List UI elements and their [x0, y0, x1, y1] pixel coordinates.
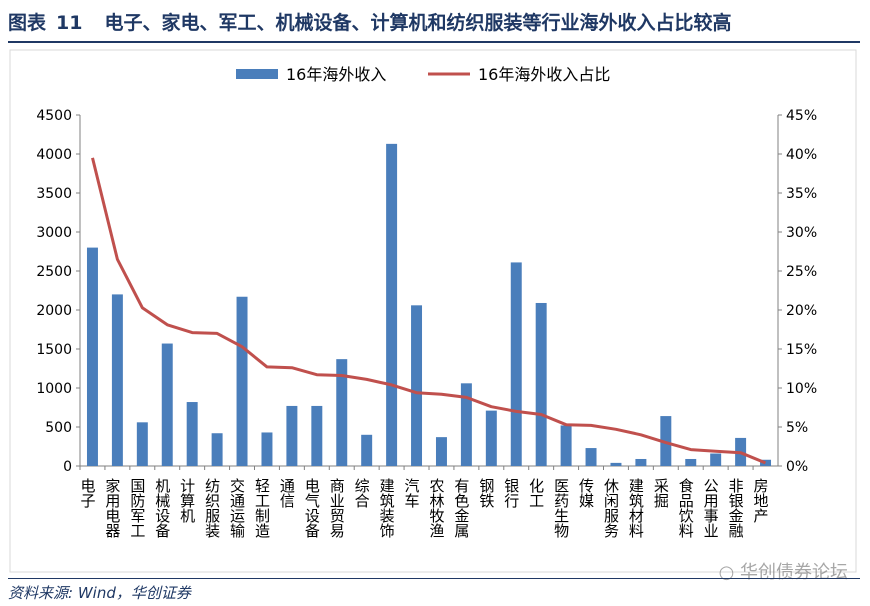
bar — [136, 422, 148, 466]
y-left-tick-label: 2000 — [36, 303, 72, 319]
x-category-label: 通信 — [278, 478, 296, 508]
bar — [311, 405, 323, 466]
y-right-tick-label: 40% — [786, 147, 817, 163]
bar — [460, 383, 472, 466]
y-right-tick-label: 0% — [786, 459, 808, 475]
x-category-label: 建筑材料 — [627, 478, 645, 538]
x-category-label: 采掘 — [652, 478, 670, 509]
x-category-label: 电气设备 — [303, 478, 321, 538]
y-left-tick-label: 4000 — [36, 147, 72, 163]
y-right-tick-label: 10% — [786, 381, 817, 397]
bar — [510, 262, 522, 466]
figure-title-text: 电子、家电、军工、机械设备、计算机和纺织服装等行业海外收入占比较高 — [104, 12, 732, 34]
title-rule — [8, 41, 860, 43]
x-category-label: 交通运输 — [228, 477, 246, 538]
bar — [610, 462, 622, 466]
x-category-label: 计算机 — [178, 478, 196, 524]
y-right-tick-label: 20% — [786, 303, 817, 319]
bar — [261, 432, 273, 466]
x-category-label: 食品饮料 — [677, 478, 695, 538]
y-right-tick-label: 15% — [786, 342, 817, 358]
x-category-label: 非银金融 — [727, 478, 745, 538]
x-category-label: 汽车 — [403, 478, 421, 508]
bar — [560, 425, 572, 466]
x-category-label: 商业贸易 — [328, 478, 346, 538]
y-left-tick-label: 1000 — [36, 381, 72, 397]
x-category-label: 建筑装饰 — [378, 478, 396, 538]
figure-number: 11 — [56, 12, 83, 34]
x-category-label: 机械设备 — [153, 478, 171, 538]
watermark: ○ 华创债券论坛 — [718, 562, 848, 583]
x-category-label: 电子 — [78, 478, 96, 508]
x-category-label: 传媒 — [577, 478, 595, 508]
watermark-text: 华创债券论坛 — [740, 562, 848, 583]
bar — [286, 405, 298, 466]
figure-label: 图表 — [8, 12, 47, 34]
y-right-tick-label: 35% — [786, 186, 817, 202]
x-category-label: 化工 — [527, 478, 545, 508]
source-rule — [8, 578, 860, 579]
y-left-tick-label: 2500 — [36, 264, 72, 280]
bar — [435, 437, 447, 466]
bar — [386, 143, 398, 467]
x-category-label: 综合 — [353, 478, 371, 508]
y-right-tick-label: 45% — [786, 108, 817, 124]
bar — [635, 458, 647, 466]
x-category-label: 公用事业 — [702, 478, 720, 538]
y-left-tick-label: 500 — [45, 420, 72, 436]
x-category-label: 农林牧渔 — [427, 478, 445, 538]
y-left-tick-label: 3000 — [36, 225, 72, 241]
y-left-tick-label: 4500 — [36, 108, 72, 124]
bar — [710, 453, 722, 466]
bar — [161, 343, 173, 466]
x-category-label: 家用电器 — [103, 478, 121, 538]
x-category-label: 房地产 — [752, 478, 770, 523]
chart-frame — [9, 49, 857, 573]
legend-line-label: 16年海外收入占比 — [478, 65, 610, 84]
bar — [236, 296, 248, 466]
bar — [411, 305, 423, 466]
bar — [685, 458, 697, 466]
bar — [361, 434, 373, 466]
legend-bar-label: 16年海外收入 — [286, 65, 386, 84]
x-category-label: 纺织服装 — [203, 478, 221, 538]
x-category-label: 医药生物 — [552, 478, 570, 539]
bar — [86, 247, 98, 466]
bar — [211, 433, 223, 466]
y-left-tick-label: 0 — [63, 459, 72, 475]
figure-title: 图表 11 电子、家电、军工、机械设备、计算机和纺织服装等行业海外收入占比较高 — [8, 8, 731, 38]
bar — [535, 302, 547, 466]
y-right-tick-label: 30% — [786, 225, 817, 241]
x-category-label: 钢铁 — [477, 478, 495, 508]
x-category-label: 有色金属 — [452, 478, 470, 538]
bar — [186, 402, 198, 466]
y-left-tick-label: 3500 — [36, 186, 72, 202]
x-category-label: 国防军工 — [128, 478, 146, 538]
y-right-tick-label: 25% — [786, 264, 817, 280]
bar — [111, 294, 123, 466]
bar — [585, 448, 597, 466]
bar — [336, 359, 348, 466]
bar — [485, 410, 497, 466]
legend-bar-swatch — [236, 69, 278, 79]
x-category-label: 休闲服务 — [602, 478, 620, 539]
y-left-tick-label: 1500 — [36, 342, 72, 358]
x-category-label: 银行 — [502, 478, 520, 509]
y-right-tick-label: 5% — [786, 420, 808, 436]
x-category-label: 轻工制造 — [253, 478, 271, 539]
share-line — [91, 157, 767, 465]
source-note: 资料来源: Wind，华创证券 — [8, 584, 191, 602]
bar — [760, 459, 772, 466]
